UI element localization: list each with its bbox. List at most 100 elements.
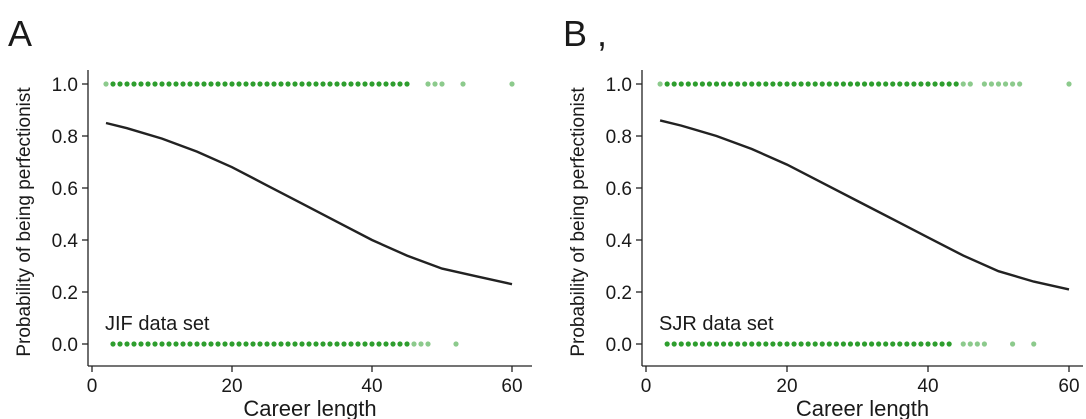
data-point	[967, 81, 973, 87]
data-point	[784, 81, 790, 87]
chart-panel-b: 0.0 0.2 0.4 0.6 0.8 1.0 0 20 40 60 Career length Pr…	[568, 70, 1083, 419]
data-point	[306, 81, 312, 87]
x-tick-label: 0	[641, 376, 652, 397]
x-tick-label: 60	[1058, 376, 1079, 397]
data-point	[404, 341, 410, 347]
data-point	[397, 341, 403, 347]
logistic-curve-line	[659, 119, 1070, 291]
data-point	[876, 341, 882, 347]
data-point	[173, 81, 179, 87]
x-axis-label: Career length	[243, 396, 376, 419]
data-point	[138, 341, 144, 347]
data-point	[208, 81, 214, 87]
data-point	[453, 341, 459, 347]
data-point	[657, 81, 663, 87]
data-point	[264, 341, 270, 347]
data-point	[833, 81, 839, 87]
data-point	[777, 341, 783, 347]
data-point	[805, 341, 811, 347]
data-point	[285, 341, 291, 347]
data-point	[201, 81, 207, 87]
data-point	[229, 81, 235, 87]
y-tick-label: 0.2	[606, 283, 632, 304]
x-tick-label: 40	[361, 376, 382, 397]
data-point	[812, 81, 818, 87]
data-point	[271, 341, 277, 347]
data-point	[348, 81, 354, 87]
data-point	[756, 81, 762, 87]
y-axis-label: Probability of being perfectionist	[14, 87, 35, 357]
data-point	[904, 81, 910, 87]
data-point	[124, 81, 130, 87]
data-point	[110, 81, 116, 87]
data-point	[124, 341, 130, 347]
data-point	[369, 81, 375, 87]
data-point	[756, 341, 762, 347]
data-point	[278, 341, 284, 347]
dataset-annotation: SJR data set	[659, 313, 774, 335]
data-point	[320, 81, 326, 87]
data-point	[742, 81, 748, 87]
y-tick-label: 0.8	[52, 127, 78, 148]
x-tick-label: 20	[221, 376, 242, 397]
y-tick-label: 1.0	[52, 75, 78, 96]
data-point	[981, 81, 988, 87]
data-point	[671, 341, 677, 347]
data-point	[749, 81, 755, 87]
data-point	[397, 81, 403, 87]
data-point	[243, 341, 249, 347]
data-point	[509, 81, 515, 87]
data-point	[292, 341, 298, 347]
data-point	[960, 81, 966, 87]
data-point	[685, 81, 691, 87]
data-point	[798, 81, 804, 87]
data-point	[194, 81, 200, 87]
x-tick-label: 0	[87, 376, 98, 397]
data-point	[995, 81, 1002, 87]
data-point	[791, 341, 797, 347]
data-point	[861, 341, 868, 347]
data-point	[341, 81, 347, 87]
data-point	[418, 341, 424, 347]
data-point	[187, 81, 193, 87]
data-point	[313, 81, 319, 87]
data-point	[138, 81, 144, 87]
data-point	[425, 341, 431, 347]
data-point	[706, 81, 713, 87]
data-point	[215, 81, 221, 87]
data-point	[1010, 81, 1016, 87]
data-point	[847, 81, 854, 87]
data-point	[925, 81, 931, 87]
data-point	[953, 81, 959, 87]
data-point	[180, 81, 186, 87]
data-point	[699, 81, 706, 87]
data-point	[362, 341, 368, 347]
data-point	[749, 341, 755, 347]
data-point	[763, 341, 769, 347]
data-point	[117, 341, 123, 347]
data-point	[784, 341, 790, 347]
data-point	[131, 341, 137, 347]
data-point	[883, 341, 889, 347]
data-point	[257, 81, 263, 87]
data-point	[735, 341, 741, 347]
data-point	[904, 341, 910, 347]
data-point	[103, 81, 109, 87]
chart-panel-a: 0.0 0.2 0.4 0.6 0.8 1.0 0 20 40 60 Career length Pr…	[14, 70, 532, 419]
data-point	[826, 341, 832, 347]
data-point	[439, 81, 445, 87]
data-point	[678, 341, 684, 347]
logistic-curve-line	[105, 121, 513, 286]
data-point	[967, 341, 973, 347]
data-point	[355, 81, 361, 87]
panel-letter-b: B ,	[563, 13, 607, 54]
data-point	[918, 341, 924, 347]
data-point	[166, 81, 172, 87]
data-point	[664, 81, 670, 87]
data-point	[819, 81, 825, 87]
data-point	[236, 341, 242, 347]
data-point	[334, 81, 340, 87]
data-point	[264, 81, 270, 87]
x-tick-label: 20	[776, 376, 797, 397]
